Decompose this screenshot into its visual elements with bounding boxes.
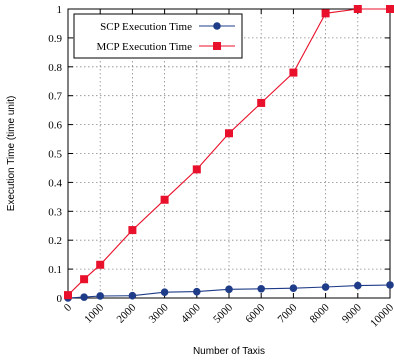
- y-tick-label: 0.8: [48, 62, 62, 74]
- y-tick-label: 0.3: [48, 206, 62, 218]
- data-point: [80, 275, 89, 284]
- x-tick-label: 3000: [147, 301, 171, 325]
- data-point: [257, 98, 266, 107]
- data-point: [80, 293, 88, 301]
- data-point: [289, 68, 298, 77]
- data-point: [128, 226, 137, 235]
- legend-label: MCP Execution Time: [96, 41, 192, 53]
- y-tick-label: 0: [57, 293, 63, 305]
- x-tick-label: 6000: [243, 301, 267, 325]
- data-point: [289, 284, 298, 292]
- legend: SCP Execution Time MCP Execution Time: [73, 13, 243, 59]
- x-tick-label: 1000: [82, 301, 106, 325]
- y-tick-label: 0.7: [48, 91, 62, 103]
- series-1: [64, 281, 394, 302]
- data-point: [321, 283, 330, 291]
- legend-marker: [213, 22, 221, 30]
- series-2: [64, 5, 394, 300]
- data-point: [386, 281, 394, 289]
- data-point: [192, 165, 201, 174]
- data-point: [321, 9, 330, 18]
- x-tick-label: 10000: [368, 301, 394, 329]
- data-point: [257, 284, 266, 293]
- data-point: [160, 195, 169, 204]
- x-axis-label: Number of Taxis: [193, 346, 265, 357]
- data-point: [64, 291, 72, 300]
- legend-label: SCP Execution Time: [100, 21, 192, 33]
- y-tick-label: 1: [57, 4, 63, 16]
- x-tick-label: 9000: [340, 301, 364, 325]
- data-point: [225, 129, 233, 138]
- data-point: [160, 288, 169, 297]
- data-point: [386, 5, 394, 13]
- y-tick-label: 0.4: [48, 177, 62, 189]
- y-tick-label: 0.1: [48, 264, 62, 276]
- y-axis-label: Execution Time (time unit): [6, 96, 17, 212]
- data-point: [225, 285, 233, 294]
- y-tick-label: 0.6: [48, 120, 62, 132]
- series-layer: [64, 5, 394, 302]
- data-point: [96, 260, 105, 269]
- x-tick-label: 2000: [114, 301, 138, 325]
- data-point: [193, 287, 201, 296]
- x-tick-label: 4000: [179, 301, 203, 325]
- x-tick-label: 8000: [308, 301, 332, 325]
- data-point: [353, 5, 362, 13]
- y-tick-label: 0.5: [48, 149, 62, 161]
- x-tick-label: 0: [62, 301, 75, 314]
- y-tick-label: 0.9: [48, 33, 62, 45]
- x-tick-label: 5000: [211, 301, 235, 325]
- data-point: [96, 292, 104, 300]
- legend-box: [73, 13, 243, 59]
- y-tick-label: 0.2: [48, 235, 62, 247]
- grid-lines: [68, 9, 390, 298]
- data-point: [354, 281, 362, 290]
- legend-marker: [213, 42, 221, 50]
- data-point: [128, 291, 137, 300]
- x-tick-label: 7000: [275, 301, 299, 325]
